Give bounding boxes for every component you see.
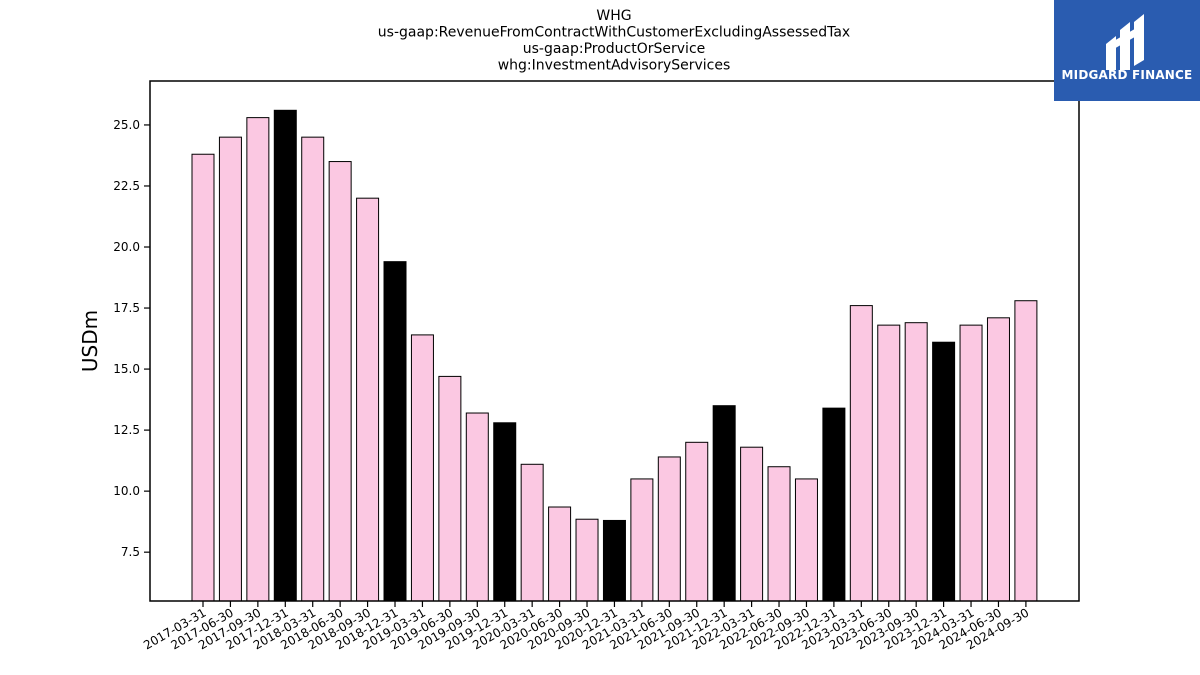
bar-2022-06-30 <box>767 466 791 602</box>
bar-2021-09-30 <box>685 441 709 602</box>
y-tick-label: 20.0 <box>113 240 140 254</box>
bar-2019-03-31 <box>410 334 434 602</box>
bar-2021-03-31 <box>630 478 654 602</box>
y-axis-label: USDm <box>78 310 102 372</box>
y-tick-label: 7.5 <box>121 545 140 559</box>
bar-2020-06-30 <box>548 506 572 602</box>
bar-2022-12-31 <box>822 407 846 602</box>
y-tick-label: 17.5 <box>113 301 140 315</box>
bar-2024-09-30 <box>1014 300 1038 602</box>
midgard-finance-logo: MIDGARD FINANCE <box>1054 0 1200 101</box>
bar-2022-03-31 <box>740 446 764 602</box>
chart-title: WHGus-gaap:RevenueFromContractWithCustom… <box>378 8 850 74</box>
title-line-3: us-gaap:ProductOrService <box>523 41 706 57</box>
bar-2020-03-31 <box>520 463 544 602</box>
bar-2018-12-31 <box>383 261 407 602</box>
bar-2023-12-31 <box>932 341 956 602</box>
logo-text: MIDGARD FINANCE <box>1061 68 1193 82</box>
title-line-4: whg:InvestmentAdvisoryServices <box>498 58 731 74</box>
y-tick-label: 12.5 <box>113 423 140 437</box>
bar-2023-09-30 <box>904 322 928 602</box>
bar-2018-03-31 <box>301 136 325 602</box>
bar-2020-09-30 <box>575 518 599 602</box>
x-axis: 2017-03-312017-06-302017-09-302017-12-31… <box>141 601 1031 652</box>
bar-2017-06-30 <box>218 136 242 602</box>
bar-2019-12-31 <box>493 422 517 602</box>
bar-2019-09-30 <box>465 412 489 602</box>
title-line-1: WHG <box>596 8 631 24</box>
y-tick-label: 25.0 <box>113 118 140 132</box>
bar-2019-06-30 <box>438 375 462 602</box>
bar-2017-12-31 <box>273 109 297 602</box>
bar-2023-06-30 <box>877 324 901 602</box>
bar-2017-09-30 <box>246 117 270 602</box>
bar-2024-06-30 <box>986 317 1010 602</box>
bar-2021-06-30 <box>657 456 681 602</box>
y-axis: 7.5 10.0 12.5 15.0 17.5 20.0 22.5 25.0 <box>113 118 150 559</box>
midgard-m-logo-icon <box>1106 14 1144 70</box>
bar-2021-12-31 <box>712 405 736 602</box>
bar-2018-06-30 <box>328 161 352 602</box>
y-tick-label: 15.0 <box>113 362 140 376</box>
bar-2017-03-31 <box>191 153 215 602</box>
y-tick-label: 22.5 <box>113 179 140 193</box>
bar-2018-09-30 <box>356 197 380 602</box>
bar-2023-03-31 <box>849 305 873 602</box>
bar-2024-03-31 <box>959 324 983 602</box>
title-line-2: us-gaap:RevenueFromContractWithCustomerE… <box>378 25 850 41</box>
y-tick-label: 10.0 <box>113 484 140 498</box>
bars-group <box>191 109 1038 602</box>
bar-2022-09-30 <box>794 478 818 602</box>
bar-2020-12-31 <box>602 519 626 602</box>
